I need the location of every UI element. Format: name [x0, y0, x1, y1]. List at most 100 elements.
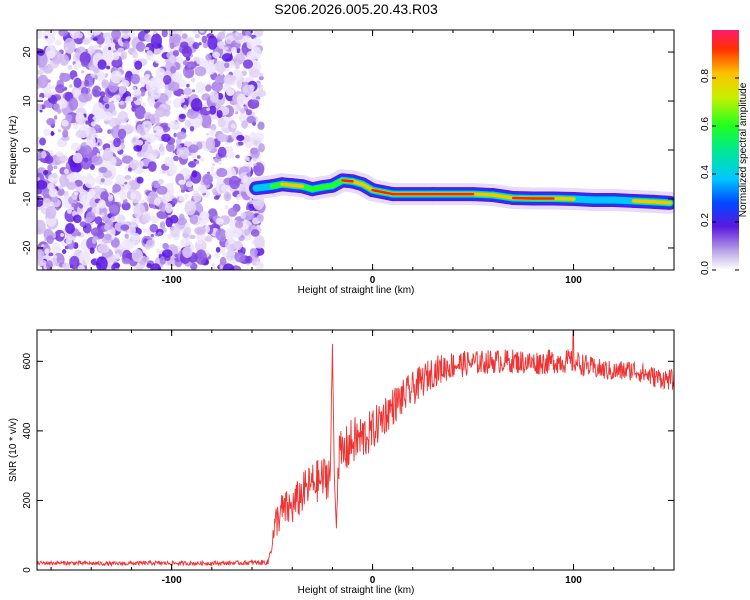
noise-blob: [187, 187, 194, 192]
noise-blob: [184, 125, 188, 130]
noise-blob: [181, 33, 188, 40]
noise-blob: [217, 117, 226, 128]
noise-blob: [244, 228, 250, 236]
noise-blob: [179, 79, 187, 88]
noise-blob: [111, 264, 116, 270]
noise-blob: [216, 167, 228, 178]
noise-blob: [84, 79, 90, 87]
snr-y-axis: 0 200 400 600: [22, 353, 674, 573]
noise-blob: [199, 30, 205, 33]
snr-x-axis: -100 0 100: [50, 330, 655, 586]
spectrogram-y-label: Frequency (Hz): [8, 116, 19, 185]
noise-blob: [186, 109, 199, 119]
noise-blob: [101, 74, 106, 78]
noise-blob: [218, 161, 222, 165]
spectrogram-y-tick-label: -20: [22, 240, 33, 255]
noise-blob: [79, 251, 91, 266]
noise-blob: [193, 158, 197, 162]
spectrogram-y-axis: -20 -10 0 10 20: [22, 46, 674, 255]
noise-blob: [178, 195, 184, 202]
noise-blob: [205, 53, 212, 61]
noise-blob: [73, 77, 82, 88]
noise-blob: [81, 60, 89, 68]
noise-blob: [228, 175, 241, 190]
noise-blob: [72, 152, 83, 164]
noise-blob: [193, 56, 200, 62]
noise-blob: [227, 207, 238, 217]
noise-blob: [86, 30, 95, 36]
noise-blob: [128, 180, 141, 191]
noise-blob: [234, 252, 246, 263]
noise-blob: [258, 143, 265, 153]
noise-blob: [180, 94, 184, 99]
spectrogram-x-tick-label: 100: [565, 275, 582, 286]
noise-blob: [246, 40, 255, 50]
snr-panel: -100 0 100 0 200 400 600 Height of straight l…: [8, 329, 675, 596]
noise-blob: [144, 30, 150, 34]
noise-blob: [230, 227, 242, 239]
noise-blob: [169, 54, 176, 64]
noise-blob: [110, 70, 123, 84]
noise-blob: [73, 123, 79, 130]
colorbar-label: Normalized spectral amplitude: [738, 82, 749, 217]
noise-blob: [217, 40, 225, 49]
noise-blob: [218, 245, 226, 254]
snr-y-tick-label: 0: [22, 567, 33, 573]
ridge-segment: [491, 193, 515, 200]
noise-blob: [172, 150, 176, 154]
noise-blob: [189, 234, 196, 240]
noise-blob: [211, 163, 216, 167]
noise-blob: [183, 142, 188, 147]
noise-blob: [123, 181, 128, 185]
noise-blob: [212, 51, 221, 59]
noise-blob: [42, 30, 51, 39]
noise-blob: [168, 81, 180, 92]
noise-blob: [150, 77, 158, 84]
noise-blob: [184, 94, 189, 99]
noise-blob: [65, 114, 73, 121]
noise-blob: [58, 99, 68, 109]
noise-blob: [75, 129, 86, 139]
noise-blob: [242, 175, 249, 183]
noise-blob: [227, 151, 235, 159]
noise-blob: [51, 85, 55, 89]
noise-blob: [44, 35, 49, 39]
noise-blob: [163, 156, 174, 167]
noise-blob: [73, 89, 81, 98]
noise-blob: [64, 168, 69, 175]
noise-blob: [69, 255, 80, 270]
noise-blob: [37, 151, 43, 160]
noise-blob: [75, 112, 85, 126]
noise-blob: [106, 209, 111, 214]
noise-blob: [77, 264, 85, 270]
noise-blob: [44, 248, 50, 255]
noise-blob: [206, 107, 211, 112]
noise-blob: [161, 30, 168, 38]
noise-blob: [118, 85, 127, 94]
noise-blob: [245, 30, 251, 36]
noise-blob: [193, 192, 202, 203]
noise-blob: [153, 198, 161, 206]
noise-blob: [122, 30, 130, 34]
noise-blob: [185, 181, 193, 188]
noise-blob: [239, 108, 246, 114]
noise-blob: [112, 52, 120, 61]
noise-blob: [110, 216, 116, 221]
noise-blob: [226, 89, 235, 96]
noise-blob: [61, 119, 69, 127]
noise-blob: [205, 84, 212, 92]
noise-blob: [221, 53, 233, 62]
colorbar-gradient: [712, 30, 739, 270]
noise-blob: [152, 149, 160, 157]
noise-blob: [70, 142, 81, 152]
ridge-segment: [360, 182, 375, 192]
noise-blob: [37, 30, 43, 40]
noise-blob: [136, 41, 146, 52]
noise-blob: [253, 162, 265, 177]
noise-blob: [97, 244, 110, 254]
noise-blob: [113, 137, 121, 148]
noise-blob: [73, 214, 82, 224]
noise-blob: [78, 93, 90, 103]
noise-blob: [249, 248, 258, 257]
noise-blob: [194, 66, 207, 77]
